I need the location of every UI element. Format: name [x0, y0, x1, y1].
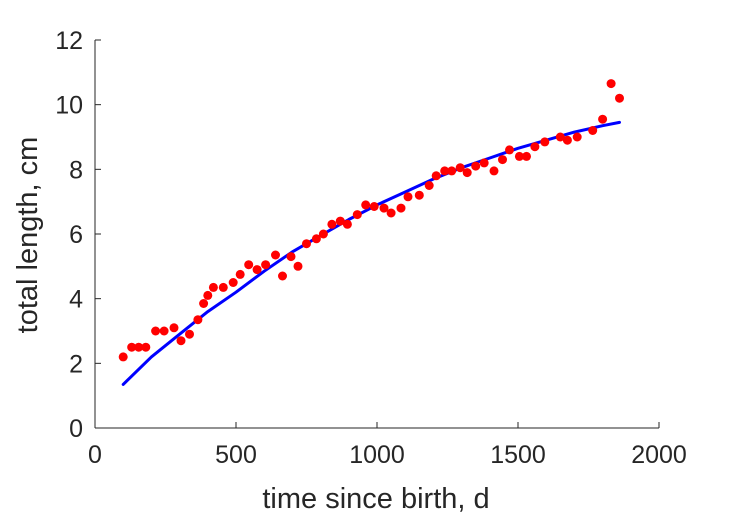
- data-point: [185, 329, 194, 339]
- data-point: [588, 126, 598, 135]
- data-point: [530, 142, 540, 152]
- y-tick-label: 6: [69, 221, 83, 249]
- data-point: [555, 132, 565, 142]
- data-point: [352, 210, 362, 220]
- y-tick-label: 0: [69, 415, 83, 443]
- data-point: [522, 151, 531, 161]
- data-point: [235, 269, 245, 279]
- x-tick-label: 2000: [631, 441, 687, 469]
- data-point: [193, 315, 203, 325]
- data-point: [447, 166, 457, 176]
- data-point: [396, 203, 406, 213]
- data-point: [431, 171, 441, 181]
- data-point: [327, 219, 337, 229]
- data-point: [562, 135, 572, 145]
- data-point: [278, 271, 287, 281]
- y-tick-label: 2: [69, 350, 83, 378]
- data-point: [169, 323, 179, 333]
- data-point: [151, 326, 161, 336]
- data-point: [455, 163, 465, 173]
- x-tick-label: 1000: [349, 441, 405, 469]
- data-point: [228, 278, 238, 287]
- data-point: [403, 192, 413, 202]
- data-point: [118, 352, 128, 362]
- data-point: [479, 158, 489, 168]
- y-tick-label: 4: [69, 286, 83, 314]
- data-point: [498, 155, 507, 165]
- data-point: [424, 181, 434, 190]
- data-point: [335, 216, 345, 226]
- data-point: [505, 145, 514, 155]
- y-axis-title: total length, cm: [12, 137, 44, 334]
- data-point: [293, 261, 303, 271]
- data-point: [127, 342, 137, 352]
- data-point: [379, 203, 389, 213]
- data-point: [218, 282, 228, 292]
- data-point: [598, 114, 608, 124]
- x-tick-label: 1500: [490, 441, 546, 469]
- data-point: [540, 137, 550, 147]
- data-point: [361, 200, 371, 210]
- data-point: [261, 260, 271, 270]
- data-point: [134, 342, 144, 352]
- data-point: [414, 190, 424, 200]
- y-tick-label: 8: [69, 156, 83, 184]
- data-point: [514, 151, 524, 161]
- axes: 0 500 1000 1500 2000 0 2 4 6 8 10 12: [55, 27, 687, 469]
- data-point: [342, 219, 352, 229]
- data-point: [606, 79, 616, 89]
- data-point: [369, 202, 379, 211]
- data-point: [252, 265, 262, 275]
- data-point: [159, 326, 169, 336]
- data-point: [176, 336, 186, 346]
- data-point: [199, 299, 209, 308]
- data-point: [286, 252, 296, 262]
- data-point: [462, 168, 472, 178]
- data-point: [489, 166, 499, 176]
- data-point: [572, 132, 582, 142]
- y-tick-label: 10: [55, 92, 83, 120]
- data-point: [141, 342, 151, 352]
- x-tick-label: 500: [215, 441, 257, 469]
- data-point: [271, 250, 280, 260]
- data-point: [615, 93, 624, 103]
- data-point: [440, 166, 450, 176]
- fit-curve: [121, 120, 621, 386]
- data-point: [203, 290, 213, 300]
- data-point: [244, 260, 254, 270]
- data-point: [208, 282, 218, 292]
- x-axis-title: time since birth, d: [262, 483, 489, 515]
- data-point: [311, 234, 321, 244]
- data-point: [302, 239, 311, 249]
- data-point: [471, 161, 481, 171]
- y-tick-label: 12: [55, 27, 83, 55]
- marks: [118, 79, 624, 386]
- data-point: [318, 229, 328, 239]
- x-tick-label: 0: [88, 441, 102, 469]
- data-point: [386, 208, 396, 218]
